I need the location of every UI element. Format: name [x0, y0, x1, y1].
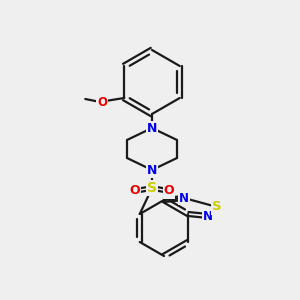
- Text: O: O: [164, 184, 174, 197]
- Text: N: N: [179, 191, 189, 205]
- Text: S: S: [147, 181, 157, 195]
- Text: S: S: [212, 200, 222, 214]
- Text: O: O: [130, 184, 140, 197]
- Text: N: N: [203, 209, 213, 223]
- Text: N: N: [147, 122, 157, 134]
- Text: N: N: [147, 164, 157, 176]
- Text: O: O: [97, 95, 107, 109]
